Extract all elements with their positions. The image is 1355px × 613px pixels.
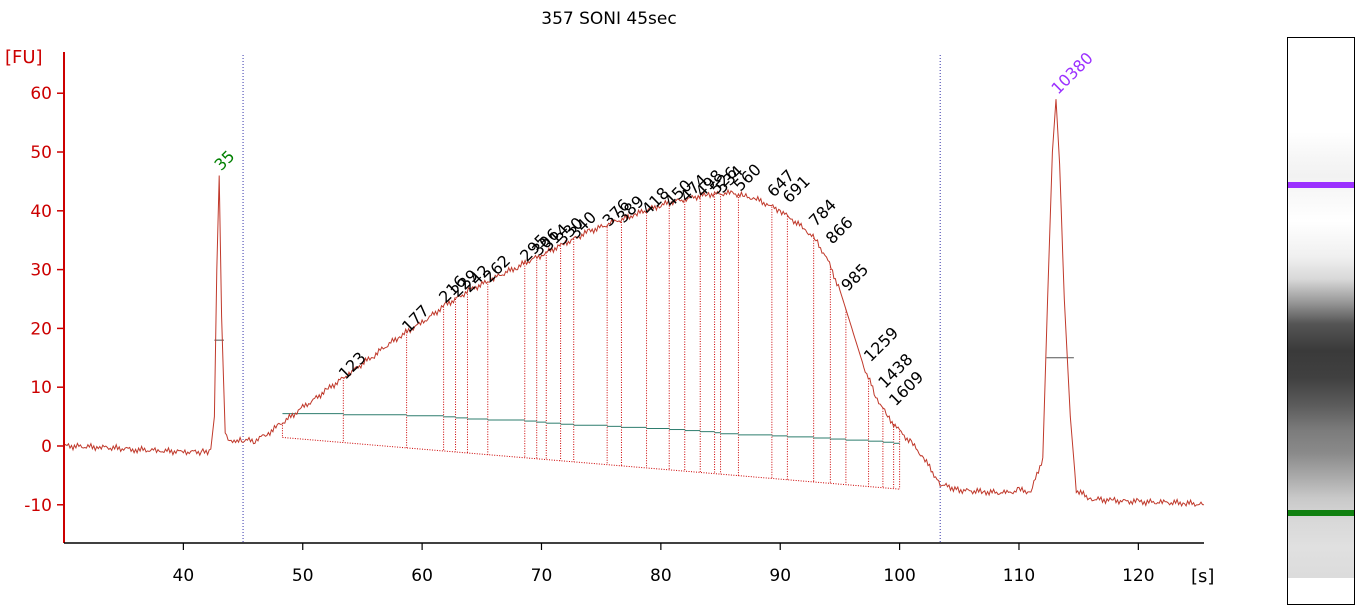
x-tick-label: 100 (883, 566, 915, 586)
axes (63, 52, 1204, 544)
peak-label: 985 (837, 260, 872, 295)
x-axis-label: [s] (1191, 566, 1214, 587)
trace-line (63, 99, 1205, 508)
x-tick-label: 70 (531, 566, 553, 586)
gel-band-lower-marker (1288, 510, 1354, 516)
y-tick-label: -10 (24, 496, 52, 516)
x-tick-label: 50 (292, 566, 314, 586)
y-tick-label: 50 (30, 143, 52, 163)
peak-label: 123 (335, 348, 370, 383)
reference-lines (242, 55, 941, 543)
y-tick-label: 20 (30, 319, 52, 339)
x-tick-label: 60 (411, 566, 433, 586)
y-tick-label: 30 (30, 261, 52, 281)
y-tick-label: 10 (30, 378, 52, 398)
y-tick-label: 40 (30, 202, 52, 222)
x-tick-label: 40 (173, 566, 195, 586)
peak-label-layer: 1231772162292422622953063143303403763894… (211, 48, 1097, 409)
chart-title: 357 SONI 45sec (541, 9, 676, 29)
tick-layer: -10 0 10 20 30 40 50 60 40 50 60 70 80 90 100 110 120 (24, 84, 1154, 586)
gel-lane (1288, 132, 1354, 578)
x-tick-label: 120 (1122, 566, 1154, 586)
y-axis-label: [FU] (5, 47, 43, 68)
y-tick-label: 60 (30, 84, 52, 104)
peak-regions (214, 193, 1074, 490)
x-tick-label: 110 (1003, 566, 1035, 586)
trace-layer (63, 99, 1205, 508)
gel-image (1287, 37, 1355, 605)
lower-marker-label: 35 (211, 147, 239, 175)
region-baseline (282, 436, 900, 490)
x-tick-label: 90 (769, 566, 791, 586)
upper-marker-label: 10380 (1047, 48, 1096, 97)
peak-label: 177 (398, 301, 433, 336)
y-tick-label: 0 (41, 437, 52, 457)
chart-svg: 357 SONI 45sec [FU] [s] -10 0 10 20 30 40 50 60… (5, 9, 1214, 587)
electropherogram: 357 SONI 45sec [FU] [s] -10 0 10 20 30 40 50 60… (5, 9, 1214, 587)
gel-band-upper-marker (1288, 182, 1354, 188)
x-tick-label: 80 (650, 566, 672, 586)
